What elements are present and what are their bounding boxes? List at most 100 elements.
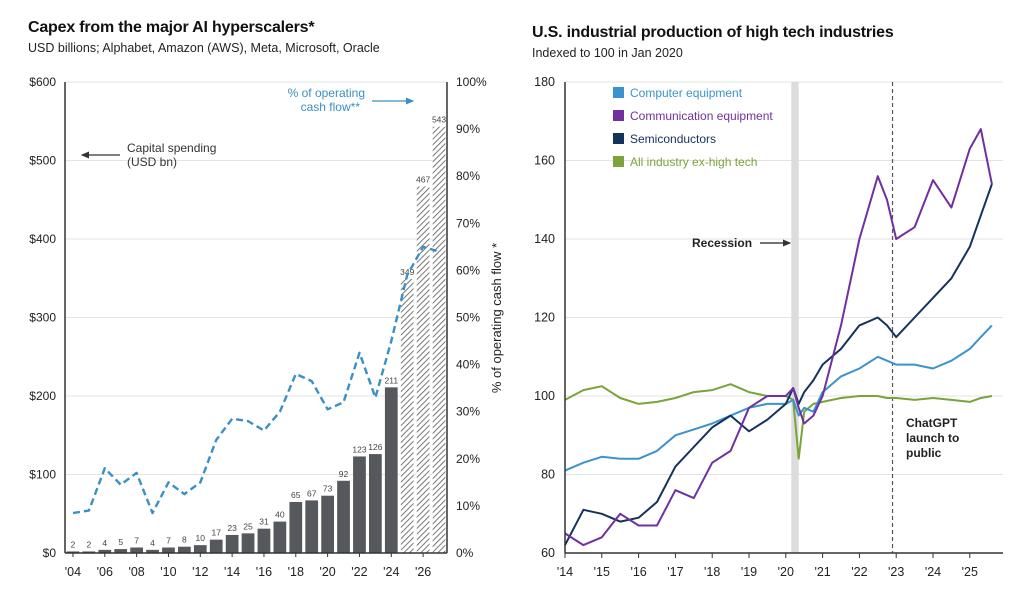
bar: [162, 547, 175, 553]
y2-tick-label: 90%: [456, 122, 480, 136]
x-tick-label: '12: [192, 565, 208, 579]
bar-value-label: 349: [400, 267, 414, 277]
cash-flow-annotation-line2: cash flow**: [301, 100, 361, 114]
bar-estimate: [416, 186, 430, 553]
bar-value-label: 8: [182, 535, 187, 545]
right-chart-title: U.S. industrial production of high tech …: [532, 24, 894, 41]
bar-value-label: 4: [102, 538, 107, 548]
y2-tick-label: 80%: [456, 169, 480, 183]
left-chart-subtitle: USD billions; Alphabet, Amazon (AWS), Me…: [28, 41, 380, 55]
x-tick-label: '25: [962, 565, 978, 579]
bar: [98, 549, 112, 553]
x-tick-label: '22: [351, 565, 367, 579]
x-tick-label: '16: [630, 565, 646, 579]
bar-estimate: [400, 279, 414, 553]
y-tick-label: $200: [29, 389, 56, 403]
bar-value-label: 543: [432, 115, 446, 125]
left-chart: $0 $100 $200 $300 $400 $500 $600 0% 10% 20% 30% 40%…: [29, 75, 504, 579]
y2-tick-label: 0%: [456, 546, 474, 560]
cash-flow-annotation-line1: % of operating: [288, 86, 365, 100]
bar-value-label: 2: [87, 539, 92, 549]
bar: [337, 480, 350, 553]
x-tick-label: '14: [557, 565, 573, 579]
bar-value-label: 4: [150, 538, 155, 548]
bar-value-label: 25: [243, 521, 253, 531]
y-tick-label: $300: [29, 311, 56, 325]
bar: [209, 539, 223, 553]
y-tick-label: 120: [534, 311, 555, 325]
bar: [384, 387, 398, 553]
bar-value-label: 31: [259, 517, 269, 527]
cash-flow-line: [72, 245, 440, 515]
y2-tick-label: 10%: [456, 499, 480, 513]
bar-value-label: 67: [307, 488, 317, 498]
legend-label: All industry ex-high tech: [630, 155, 757, 169]
bar: [273, 521, 287, 553]
bar: [241, 533, 255, 553]
y2-axis-label: % of operating cash flow *: [489, 243, 504, 393]
bar-estimate: [432, 126, 446, 554]
x-tick-label: '14: [224, 565, 240, 579]
x-tick-label: '19: [741, 565, 757, 579]
bar: [257, 528, 271, 553]
legend-swatch: [613, 133, 624, 144]
y2-tick-label: 70%: [456, 216, 480, 230]
bar-value-label: 40: [275, 510, 285, 520]
y2-tick-label: 100%: [456, 75, 487, 89]
y-tick-label: $600: [29, 75, 56, 89]
bar-value-label: 7: [166, 536, 171, 546]
bar: [225, 534, 239, 553]
recession-label: Recession: [692, 236, 752, 250]
y-tick-label: 100: [534, 389, 555, 403]
bar-value-label: 2: [71, 539, 76, 549]
y-tick-label: $400: [29, 232, 56, 246]
x-tick-label: '06: [97, 565, 113, 579]
bar: [321, 495, 334, 553]
series-line-communication-equipment: [564, 128, 993, 547]
bar: [114, 549, 128, 553]
bar: [353, 456, 366, 553]
capex-annotation-line1: Capital spending: [127, 141, 216, 155]
legend-swatch: [613, 156, 624, 167]
bar: [178, 546, 191, 553]
bar: [193, 545, 207, 553]
x-tick-label: '18: [704, 565, 720, 579]
bar: [305, 500, 319, 553]
bar-value-label: 17: [211, 528, 221, 538]
x-tick-label: '22: [851, 565, 867, 579]
x-tick-label: '26: [415, 565, 431, 579]
x-tick-label: '21: [814, 565, 830, 579]
legend-label: Computer equipment: [630, 86, 743, 100]
y2-tick-label: 50%: [456, 311, 480, 325]
y2-tick-label: 40%: [456, 358, 480, 372]
x-tick-label: '24: [925, 565, 941, 579]
series-line-computer-equipment: [564, 324, 993, 472]
x-tick-label: '18: [288, 565, 304, 579]
recession-band: [791, 82, 799, 553]
chatgpt-label-line: public: [906, 446, 942, 460]
x-tick-label: '10: [160, 565, 176, 579]
bar-value-label: 126: [368, 442, 382, 452]
bar-value-label: 10: [196, 533, 206, 543]
x-tick-label: '16: [256, 565, 272, 579]
legend-swatch: [613, 87, 624, 98]
bar-value-label: 7: [134, 536, 139, 546]
capex-annotation-line2: (USD bn): [127, 155, 177, 169]
series-line-semiconductors: [564, 183, 993, 546]
chatgpt-label-line: launch to: [906, 431, 959, 445]
y-tick-label: $0: [43, 546, 57, 560]
bar-value-label: 23: [227, 523, 237, 533]
right-chart-subtitle: Indexed to 100 in Jan 2020: [532, 46, 683, 60]
x-tick-label: '15: [594, 565, 610, 579]
y-tick-label: 60: [541, 546, 555, 560]
bar-value-label: 211: [385, 375, 399, 385]
bar-value-label: 92: [339, 469, 349, 479]
bar-value-label: 73: [323, 484, 333, 494]
y-tick-label: 160: [534, 154, 555, 168]
y2-tick-label: 20%: [456, 452, 480, 466]
y-tick-label: 180: [534, 75, 555, 89]
y-tick-label: 80: [541, 468, 555, 482]
chatgpt-label-line: ChatGPT: [906, 416, 958, 430]
x-tick-label: '04: [65, 565, 81, 579]
